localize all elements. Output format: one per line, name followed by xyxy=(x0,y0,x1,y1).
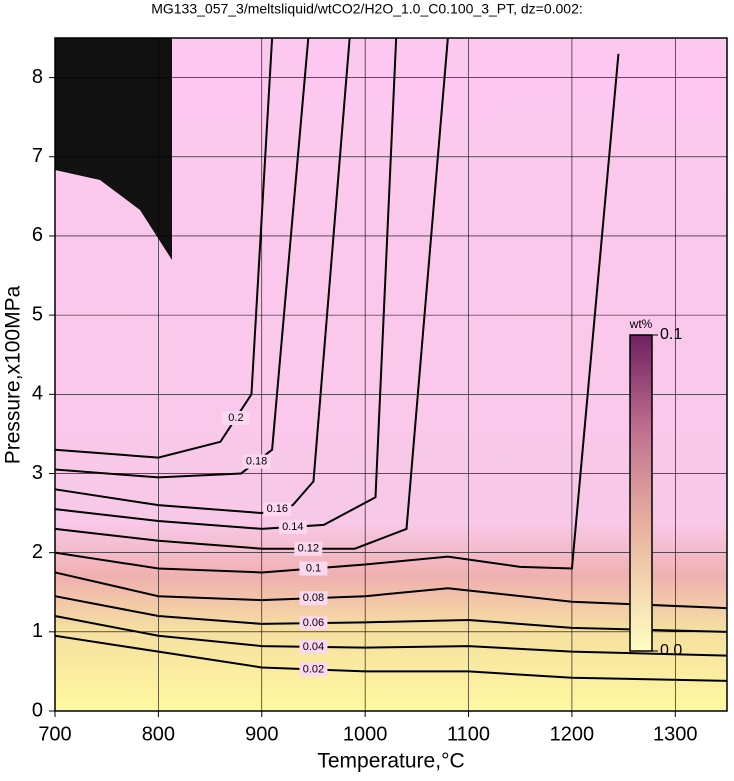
y-tick-label: 5 xyxy=(32,303,43,325)
x-tick-label: 1200 xyxy=(550,723,595,745)
y-tick-label: 2 xyxy=(32,541,43,563)
contour-label: 0.1 xyxy=(306,562,321,574)
contour-line xyxy=(54,615,728,657)
colorbar-title: wt% xyxy=(629,317,653,331)
contour-label: 0.16 xyxy=(267,503,288,515)
contour-label: 0.06 xyxy=(303,617,324,629)
y-tick-label: 4 xyxy=(32,383,43,405)
plot-frame xyxy=(54,37,728,712)
contour-label-bg xyxy=(299,616,328,631)
contour-line xyxy=(54,37,274,459)
x-tick-label: 1000 xyxy=(343,723,388,745)
contour-label-bg xyxy=(242,454,271,469)
y-tick-label: 1 xyxy=(32,620,43,642)
contour-label: 0.18 xyxy=(246,456,267,468)
contour-line xyxy=(54,595,728,633)
contour-label-bg xyxy=(278,519,307,534)
contour-label: 0.02 xyxy=(303,663,324,675)
colorbar-tick-label: 0.1 xyxy=(660,326,682,343)
contour-label-bg xyxy=(221,411,250,426)
y-tick-label: 3 xyxy=(32,462,43,484)
x-tick-label: 1100 xyxy=(447,723,490,745)
chart-title: MG133_057_3/meltsliquid/wtCO2/H2O_1.0_C0… xyxy=(151,1,583,17)
contour-label-bg xyxy=(299,591,328,606)
y-tick-label: 7 xyxy=(32,145,43,167)
x-tick-label: 800 xyxy=(142,723,175,745)
contour-label: 0.2 xyxy=(228,412,243,424)
contour-line xyxy=(54,37,310,479)
contour-label: 0.12 xyxy=(298,543,319,555)
y-tick-label: 8 xyxy=(32,66,43,88)
dense-contour-region xyxy=(55,38,172,260)
contour-label: 0.08 xyxy=(303,592,324,604)
y-tick-label: 6 xyxy=(32,224,43,246)
x-tick-label: 900 xyxy=(245,723,278,745)
x-axis-label: Temperature,°C xyxy=(317,750,464,773)
contour-label-bg xyxy=(263,502,292,517)
contour-label: 0.14 xyxy=(282,521,303,533)
y-tick-label: 0 xyxy=(32,699,43,721)
y-axis-label: Pressure,x100MPa xyxy=(2,285,25,464)
contour-line xyxy=(54,53,620,574)
colorbar-tick-label: 0.0 xyxy=(660,642,682,659)
contour-label: 0.04 xyxy=(303,641,324,653)
contour-line xyxy=(54,634,728,682)
contour-label-bg xyxy=(299,639,328,654)
contour-line xyxy=(54,571,728,610)
x-tick-label: 700 xyxy=(38,723,71,745)
x-tick-label: 1300 xyxy=(653,723,698,745)
contour-label-bg xyxy=(299,561,328,576)
colorbar xyxy=(629,334,653,652)
contour-label-bg xyxy=(294,541,323,556)
contour-label-bg xyxy=(299,662,328,677)
